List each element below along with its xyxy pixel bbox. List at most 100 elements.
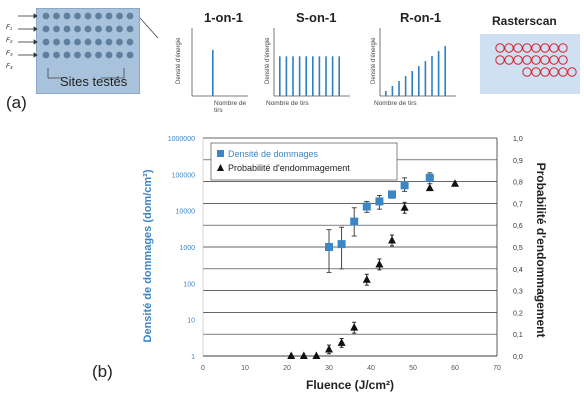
legend-probability-label: Probabilité d'endommagement xyxy=(228,163,350,173)
mini-bar xyxy=(325,56,327,96)
y-right-tick-label: 0,8 xyxy=(513,180,523,187)
test-site xyxy=(84,51,92,59)
raster-spot xyxy=(540,67,550,77)
test-site xyxy=(63,12,71,20)
test-site xyxy=(74,12,81,20)
x-axis-label: Fluence (J/cm²) xyxy=(306,378,394,392)
test-site xyxy=(53,51,60,59)
mode-son1: S-on-1 Densité d'énergie Nombre de tirs xyxy=(260,8,360,108)
y-right-tick-label: 0,7 xyxy=(513,201,523,208)
raster-spot xyxy=(549,67,559,77)
x-tick-label: 70 xyxy=(493,365,501,372)
test-site xyxy=(42,51,50,59)
panel-a: F₁ F₂ F₃ F₄ Sites testés (a) 1-on-1 Dens… xyxy=(0,0,584,130)
raster-spot xyxy=(540,55,550,65)
mini-bar xyxy=(298,56,301,96)
mode-ron1: R-on-1 Densité d'énergie Nombre de tirs xyxy=(366,8,476,108)
mini-bar xyxy=(424,61,427,96)
mini-bar xyxy=(212,49,214,96)
test-site xyxy=(116,51,123,59)
y-left-tick-label: 1 xyxy=(191,354,195,361)
raster-spot xyxy=(522,67,532,77)
mini-bar xyxy=(391,86,394,96)
test-site xyxy=(74,38,81,46)
raster-spot xyxy=(504,43,514,53)
test-site xyxy=(53,12,60,20)
raster-spot xyxy=(540,43,550,53)
y-left-tick-label: 100 xyxy=(183,281,195,288)
raster-spot xyxy=(513,43,523,53)
test-site xyxy=(126,12,134,20)
test-site xyxy=(84,12,92,20)
sites-label: Sites testés xyxy=(60,74,128,89)
x-tick-label: 40 xyxy=(367,365,375,372)
test-site xyxy=(95,25,102,33)
test-site xyxy=(53,38,60,46)
mini-bar xyxy=(279,56,281,96)
y-right-tick-label: 0,6 xyxy=(513,223,523,230)
mini-bar xyxy=(437,51,440,96)
sample-schematic: F₁ F₂ F₃ F₄ Sites testés xyxy=(6,7,141,95)
y-right-tick-label: 0,0 xyxy=(513,354,523,361)
raster-spot xyxy=(549,55,559,65)
fluence-label-4: F₄ xyxy=(6,63,13,70)
y-right-tick-label: 0,3 xyxy=(513,289,523,296)
test-site xyxy=(53,25,60,33)
y-right-tick-label: 0,9 xyxy=(513,158,523,165)
x-tick-label: 20 xyxy=(283,365,291,372)
raster-spot xyxy=(495,43,505,53)
density-point xyxy=(325,243,333,251)
probability-point xyxy=(451,179,459,187)
mini-bar xyxy=(404,76,407,96)
mini-bar xyxy=(431,56,433,96)
density-point xyxy=(350,217,359,226)
mini-bar xyxy=(398,81,400,96)
rasterscan-title: Rasterscan xyxy=(492,14,557,28)
mini-bar xyxy=(444,46,446,96)
test-site xyxy=(84,25,92,33)
mini-plot-ron1 xyxy=(379,28,456,97)
mini-bar xyxy=(385,91,387,96)
x-tick-label: 60 xyxy=(451,365,459,372)
probability-point xyxy=(425,183,434,192)
raster-spot xyxy=(522,43,532,53)
test-site xyxy=(74,25,81,33)
mode-xlabel: Nombre de tirs xyxy=(214,100,247,114)
mini-bar xyxy=(418,66,420,96)
test-site xyxy=(105,38,113,46)
panel-b-label: (b) xyxy=(92,362,113,381)
raster-spot xyxy=(567,67,577,77)
test-site xyxy=(42,25,50,33)
y-left-tick-label: 10000 xyxy=(176,209,196,216)
mode-title: S-on-1 xyxy=(296,10,337,25)
mini-bar xyxy=(411,71,413,96)
test-site xyxy=(74,51,81,59)
density-point xyxy=(388,190,396,199)
rasterscan-image xyxy=(480,34,580,94)
raster-spot xyxy=(504,55,514,65)
test-site xyxy=(116,38,123,46)
fluence-label-2: F₂ xyxy=(6,37,13,44)
probability-point xyxy=(388,235,396,244)
mini-bar xyxy=(305,56,307,96)
mode-title: 1-on-1 xyxy=(204,10,243,25)
mode-xlabel: Nombre de tirs xyxy=(266,100,309,107)
mini-bar xyxy=(292,56,294,96)
raster-spot xyxy=(531,67,541,77)
raster-spot xyxy=(558,67,568,77)
density-point xyxy=(425,173,434,182)
mini-bar xyxy=(331,56,334,96)
y-right-tick-label: 1,0 xyxy=(513,136,523,143)
raster-spot xyxy=(531,55,541,65)
raster-spot xyxy=(549,43,559,53)
test-site xyxy=(116,25,123,33)
raster-spot xyxy=(522,55,532,65)
probability-point xyxy=(337,338,346,346)
raster-spot xyxy=(513,55,523,65)
mini-bar xyxy=(318,56,321,96)
mini-bar xyxy=(312,56,314,96)
test-site xyxy=(126,51,134,59)
y-right-tick-label: 0,2 xyxy=(513,310,523,317)
raster-spot xyxy=(558,43,568,53)
y-left-tick-label: 1000 xyxy=(179,245,195,252)
